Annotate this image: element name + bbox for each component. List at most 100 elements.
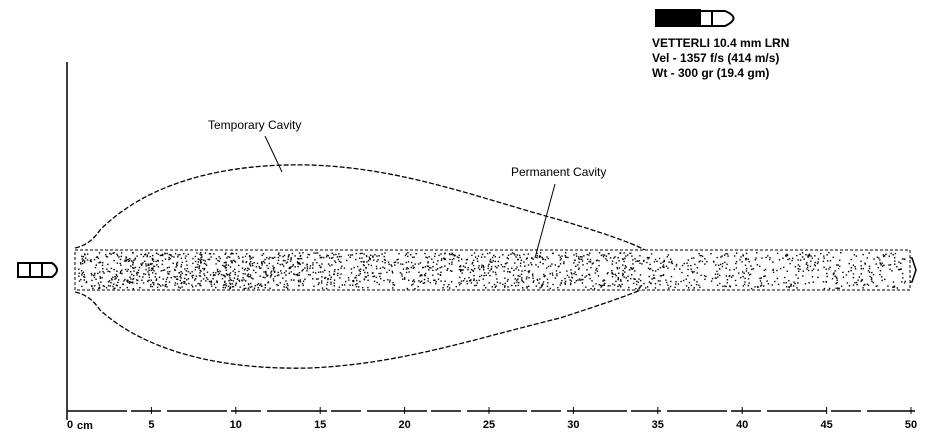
speckle-dot (750, 287, 753, 290)
speckle-dot (387, 279, 389, 281)
speckle-dot (432, 269, 434, 272)
speckle-dot (605, 258, 607, 260)
speckle-dot (795, 274, 797, 276)
speckle-dot (668, 261, 670, 263)
speckle-dot (173, 256, 175, 258)
speckle-dot (201, 254, 203, 256)
speckle-dot (808, 282, 810, 284)
speckle-dot (184, 281, 186, 283)
speckle-dot (427, 265, 430, 267)
speckle-dot (82, 271, 85, 274)
speckle-dot (130, 265, 132, 267)
speckle-dot (725, 267, 727, 269)
speckle-dot (817, 269, 819, 271)
speckle-dot (160, 285, 162, 287)
speckle-dot (466, 258, 469, 261)
speckle-dot (278, 252, 280, 254)
speckle-dot (575, 265, 577, 267)
speckle-dot (607, 253, 610, 255)
speckle-dot (524, 265, 526, 267)
speckle-dot (155, 272, 157, 275)
speckle-dot (489, 252, 491, 254)
speckle-dot (215, 286, 217, 289)
speckle-dot (544, 259, 546, 261)
speckle-dot (102, 268, 104, 270)
speckle-dot (491, 256, 494, 259)
speckle-dot (264, 284, 266, 286)
speckle-dot (217, 271, 219, 273)
speckle-dot (417, 285, 419, 288)
speckle-dot (343, 267, 346, 269)
speckle-dot (361, 252, 363, 254)
speckle-dot (221, 278, 224, 280)
speckle-dot (153, 270, 155, 272)
speckle-dot (373, 275, 376, 277)
speckle-dot (381, 253, 383, 255)
speckle-dot (394, 261, 397, 263)
speckle-dot (856, 284, 858, 286)
speckle-dot (826, 254, 828, 256)
tick-label: 50 (905, 419, 917, 431)
speckle-dot (162, 284, 164, 286)
speckle-dot (888, 255, 890, 257)
speckle-dot (468, 276, 470, 279)
speckle-dot (242, 260, 244, 262)
speckle-dot (317, 278, 319, 280)
speckle-dot (756, 264, 759, 266)
speckle-dot (443, 284, 445, 286)
speckle-dot (270, 274, 272, 277)
speckle-dot (539, 278, 541, 280)
speckle-dot (699, 286, 701, 288)
speckle-dot (134, 257, 136, 259)
speckle-dot (518, 282, 520, 284)
speckle-dot (500, 264, 503, 266)
speckle-dot (793, 281, 795, 283)
speckle-dot (328, 263, 330, 265)
speckle-dot (719, 268, 721, 270)
speckle-dot (507, 254, 510, 256)
speckle-dot (742, 285, 744, 287)
speckle-dot (809, 265, 812, 267)
speckle-dot (640, 285, 643, 287)
speckle-dot (371, 272, 374, 275)
speckle-dot (277, 253, 280, 256)
speckle-dot (183, 282, 185, 284)
speckle-dot (601, 285, 603, 287)
speckle-dot (719, 274, 721, 277)
speckle-dot (241, 280, 243, 282)
speckle-dot (337, 272, 339, 275)
speckle-dot (352, 280, 355, 283)
speckle-dot (131, 273, 133, 276)
speckle-dot (359, 273, 361, 275)
speckle-dot (250, 265, 252, 267)
speckle-dot (698, 261, 700, 263)
speckle-dot (196, 252, 198, 254)
speckle-dot (287, 284, 289, 287)
speckle-dot (451, 281, 453, 283)
speckle-dot (332, 256, 334, 259)
speckle-dot (868, 265, 871, 267)
speckle-dot (280, 272, 283, 274)
speckle-dot (379, 275, 381, 278)
speckle-dot (197, 282, 199, 285)
speckle-dot (855, 255, 858, 257)
speckle-dot (302, 268, 304, 271)
speckle-dot (870, 278, 873, 281)
speckle-dot (78, 275, 80, 277)
speckle-dot (892, 254, 894, 256)
speckle-dot (903, 258, 905, 260)
tick-label: 25 (483, 419, 495, 431)
speckle-dot (297, 257, 299, 260)
speckle-dot (543, 273, 545, 276)
speckle-dot (680, 280, 682, 283)
speckle-dot (223, 275, 226, 277)
speckle-dot (451, 252, 453, 255)
speckle-dot (230, 279, 233, 281)
speckle-dot (320, 256, 322, 259)
speckle-dot (261, 261, 263, 263)
speckle-dot (520, 273, 523, 275)
speckle-dot (574, 281, 576, 284)
speckle-dot (152, 281, 154, 284)
speckle-dot (546, 267, 548, 269)
speckle-dot (327, 255, 330, 257)
